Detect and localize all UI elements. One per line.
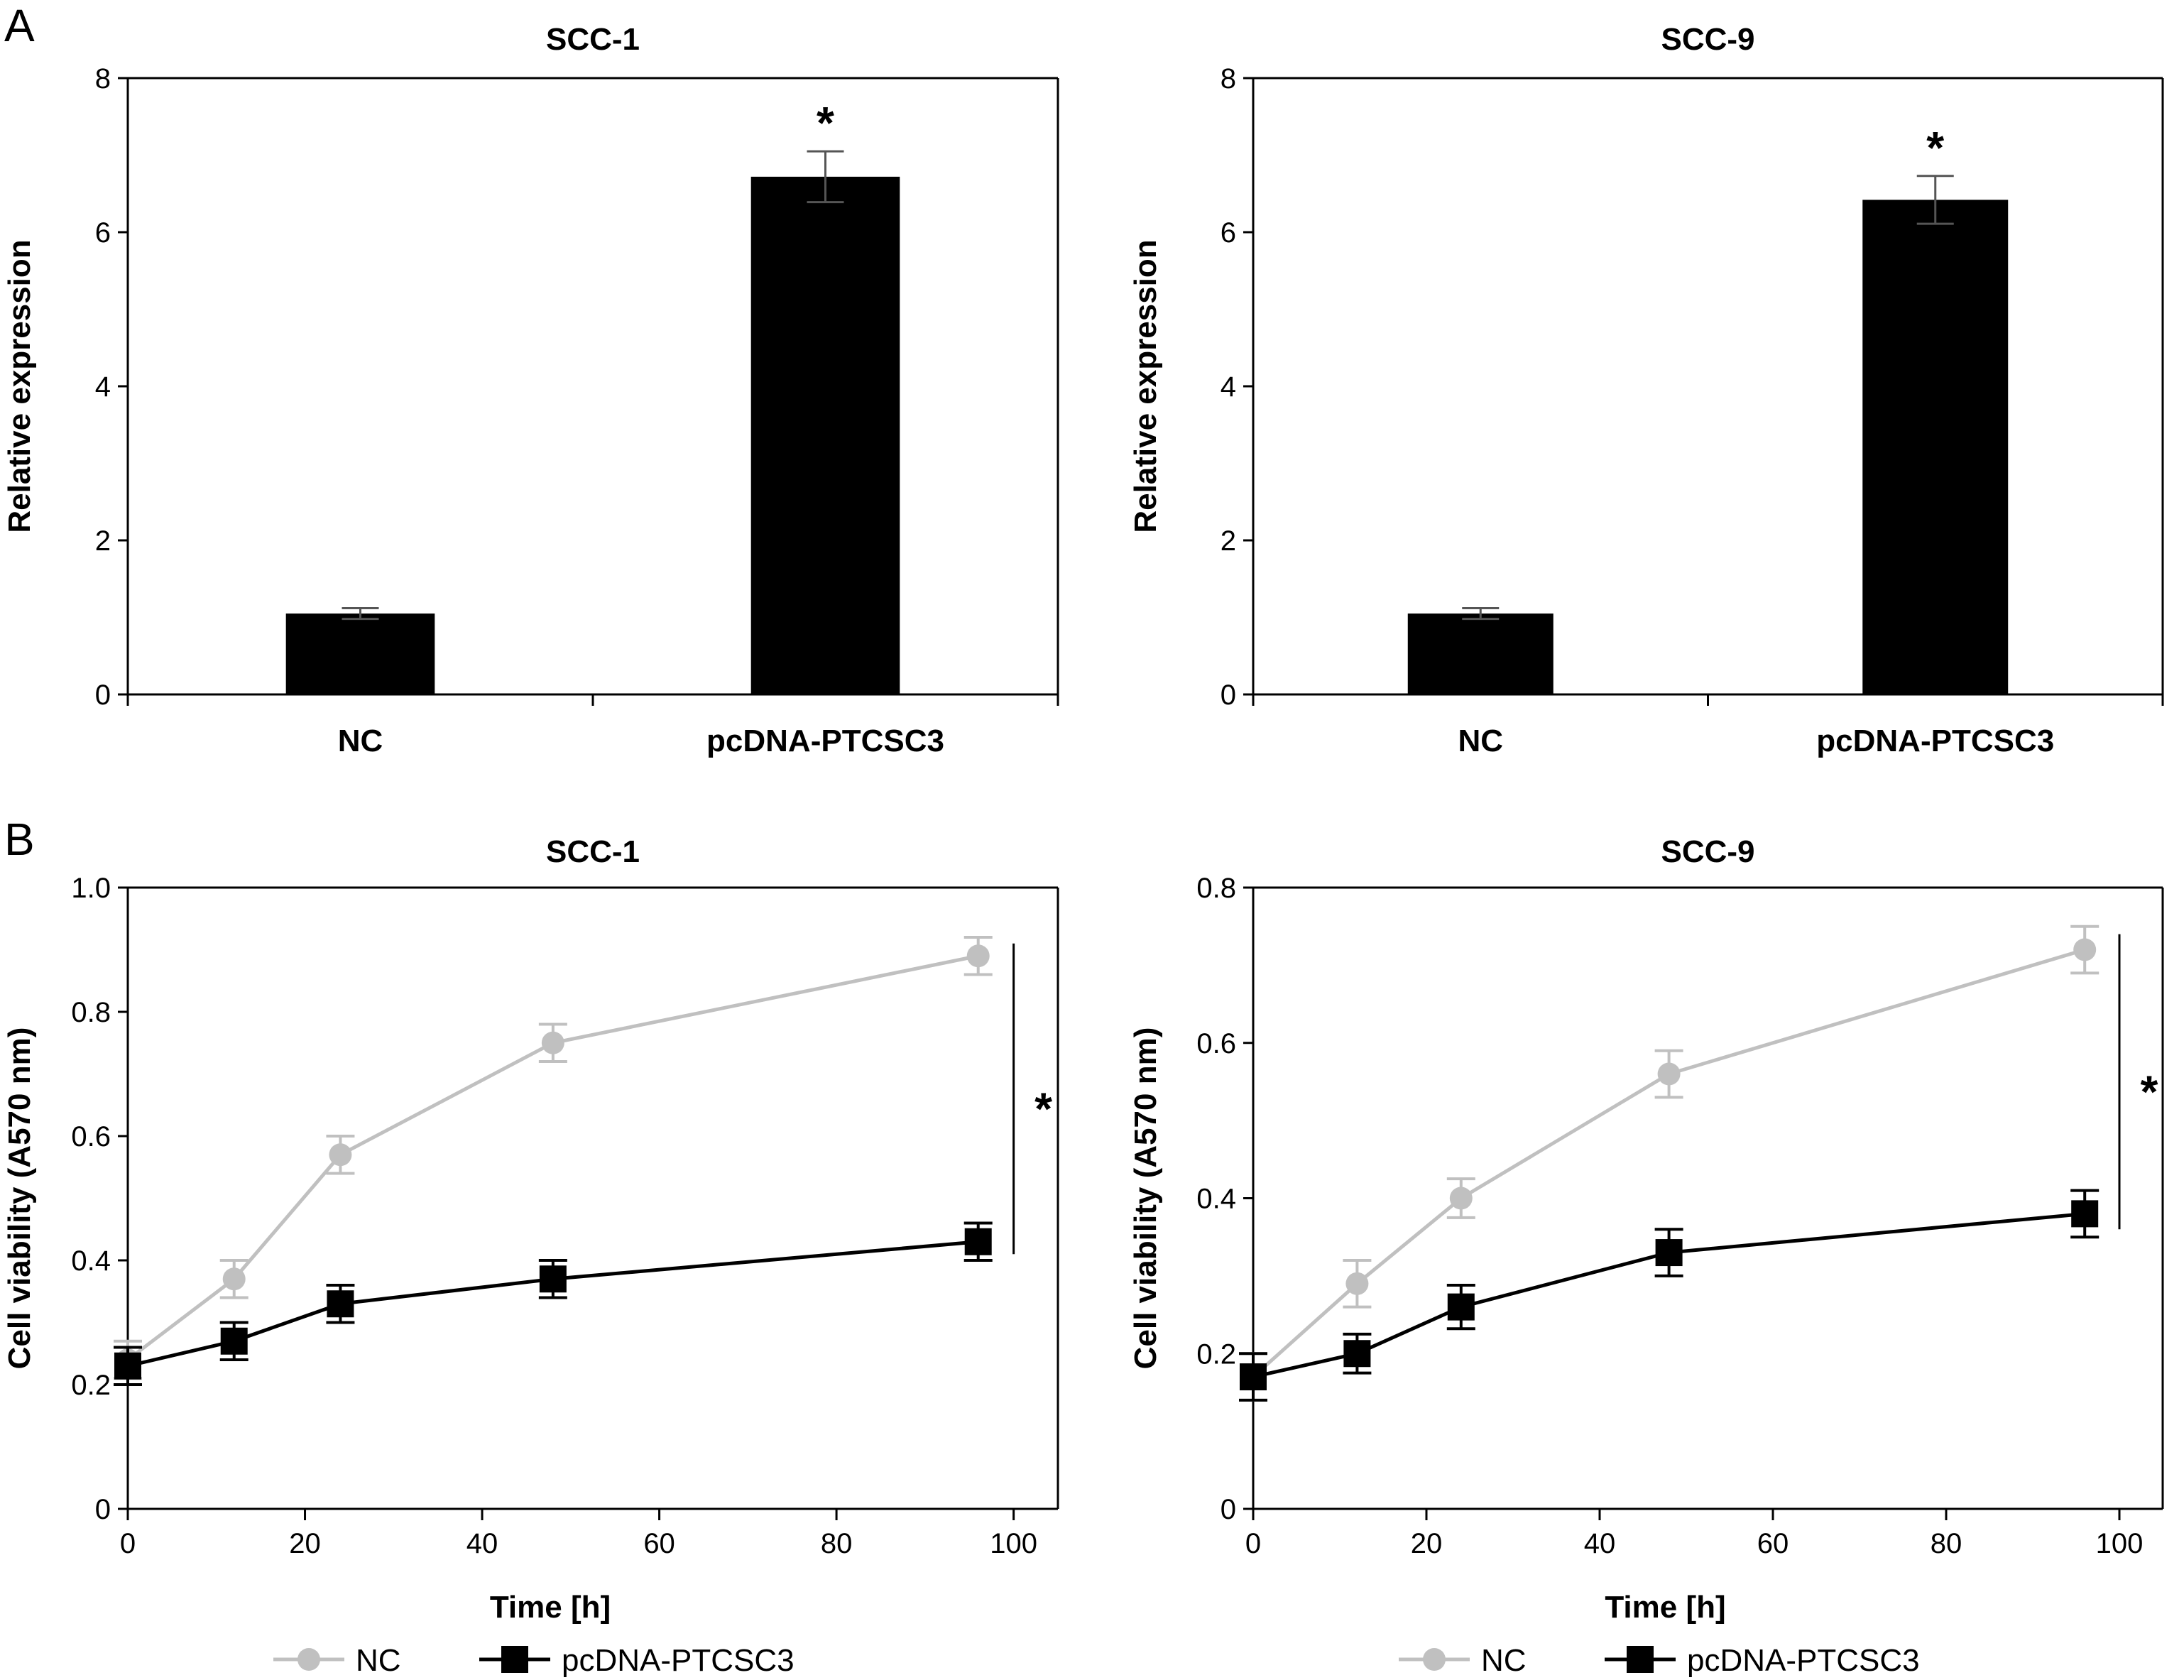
- significance-star: *: [817, 97, 834, 148]
- data-point: [539, 1265, 567, 1293]
- data-point: [327, 1290, 354, 1318]
- y-tick-label: 0.6: [71, 1121, 111, 1152]
- x-tick-label: 60: [1757, 1528, 1789, 1559]
- significance-star: *: [2141, 1066, 2158, 1117]
- legend-marker-nc: [1423, 1648, 1446, 1671]
- data-point: [541, 1031, 564, 1054]
- y-tick-label: 4: [95, 371, 111, 403]
- data-point: [1657, 1062, 1681, 1086]
- y-axis-label: Relative expression: [2, 239, 37, 533]
- legend-label-pcdna: pcDNA-PTCSC3: [562, 1643, 795, 1678]
- y-tick-label: 2: [95, 525, 111, 557]
- y-tick-label: 0: [95, 680, 111, 711]
- data-point: [114, 1352, 141, 1380]
- data-point: [2073, 938, 2097, 961]
- category-label: pcDNA-PTCSC3: [706, 724, 944, 758]
- x-tick-label: 100: [2096, 1528, 2144, 1559]
- x-tick-label: 20: [1411, 1528, 1443, 1559]
- category-label: NC: [1458, 724, 1503, 758]
- data-point: [1449, 1187, 1473, 1210]
- bar: [1407, 613, 1554, 694]
- data-point: [220, 1327, 248, 1355]
- legend-label-pcdna: pcDNA-PTCSC3: [1687, 1643, 1920, 1678]
- x-tick-label: 80: [821, 1528, 853, 1559]
- data-point: [222, 1267, 246, 1291]
- series-line-nc: [1252, 948, 2085, 1378]
- x-tick-label: 40: [466, 1528, 498, 1559]
- legend-label-nc: NC: [1481, 1643, 1527, 1678]
- y-tick-label: 4: [1221, 371, 1236, 403]
- y-tick-label: 0.4: [1196, 1184, 1236, 1215]
- x-tick-label: 60: [643, 1528, 675, 1559]
- data-point: [1655, 1239, 1683, 1267]
- x-axis-label: Time [h]: [1605, 1590, 1725, 1625]
- data-point: [966, 944, 990, 968]
- x-tick-label: 100: [990, 1528, 1037, 1559]
- y-tick-label: 6: [1221, 217, 1236, 249]
- chart-title: SCC-1: [546, 22, 640, 57]
- y-tick-label: 0.8: [1196, 873, 1236, 904]
- x-tick-label: 20: [289, 1528, 321, 1559]
- bar-chart-scc1: SCC-1 Relative expression 0 2 4 6 8 NC pcDNA-PTC…: [2, 22, 1059, 758]
- data-point: [964, 1228, 992, 1255]
- x-tick-label: 40: [1584, 1528, 1616, 1559]
- y-tick-label: 8: [95, 63, 111, 94]
- bar: [285, 613, 435, 694]
- x-axis-label: Time [h]: [490, 1590, 611, 1625]
- panel-label-a: A: [4, 0, 35, 51]
- significance-star: *: [1034, 1084, 1052, 1135]
- chart-title: SCC-1: [546, 834, 640, 869]
- panel-label-b: B: [4, 814, 35, 865]
- y-tick-label: 0.8: [71, 997, 111, 1028]
- data-point: [1345, 1272, 1369, 1295]
- legend-marker-pcdna: [1627, 1646, 1654, 1673]
- series-line-nc: [126, 954, 979, 1361]
- data-point: [329, 1143, 352, 1167]
- y-tick-label: 0: [1221, 1494, 1236, 1525]
- y-tick-label: 0.2: [1196, 1338, 1236, 1370]
- legend-marker-nc: [297, 1648, 320, 1671]
- legend-marker-pcdna: [501, 1646, 528, 1673]
- significance-star: *: [1926, 122, 1944, 173]
- y-tick-label: 2: [1221, 525, 1236, 557]
- line-chart-scc9: SCC-9 Cell viability (A570 nm) 0 0.2 0.4 0.6 0…: [1128, 834, 2164, 1625]
- data-point: [1343, 1340, 1371, 1368]
- data-point: [1447, 1293, 1475, 1321]
- y-tick-label: 0.4: [71, 1245, 111, 1277]
- y-tick-label: 8: [1221, 63, 1236, 94]
- line-chart-scc1: SCC-1 Cell viability (A570 nm) 0 0.2 0.4 0.6 0…: [2, 834, 1059, 1625]
- bar: [1862, 200, 2009, 694]
- bar: [750, 176, 900, 694]
- legend-label-nc: NC: [356, 1643, 401, 1678]
- y-tick-label: 0: [1221, 680, 1236, 711]
- x-tick-label: 0: [120, 1528, 136, 1559]
- y-tick-label: 0.6: [1196, 1028, 1236, 1059]
- data-point: [1240, 1363, 1267, 1391]
- y-axis-label: Cell viability (A570 nm): [1128, 1027, 1163, 1370]
- y-tick-label: 6: [95, 217, 111, 249]
- y-tick-label: 0: [95, 1494, 111, 1525]
- data-point: [2071, 1200, 2099, 1228]
- y-tick-label: 1.0: [71, 873, 111, 904]
- legend-left: NC pcDNA-PTCSC3: [273, 1643, 795, 1678]
- x-tick-label: 0: [1245, 1528, 1261, 1559]
- bar-chart-scc9: SCC-9 Relative expression 0 2 4 6 8 NC pcDNA-PTC…: [1128, 22, 2164, 758]
- chart-title: SCC-9: [1661, 834, 1754, 869]
- chart-title: SCC-9: [1661, 22, 1754, 57]
- y-axis-label: Cell viability (A570 nm): [2, 1027, 37, 1370]
- legend-right: NC pcDNA-PTCSC3: [1399, 1643, 1920, 1678]
- y-axis-label: Relative expression: [1128, 239, 1163, 533]
- x-tick-label: 80: [1931, 1528, 1962, 1559]
- category-label: NC: [338, 724, 383, 758]
- y-tick-label: 0.2: [71, 1370, 111, 1401]
- category-label: pcDNA-PTCSC3: [1816, 724, 2054, 758]
